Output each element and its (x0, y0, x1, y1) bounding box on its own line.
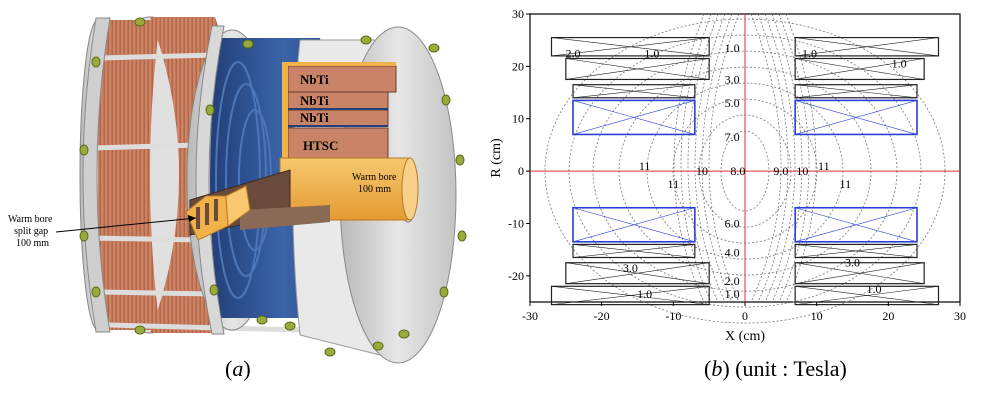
coil-cross (795, 244, 918, 258)
caption-b-letter: b (711, 356, 723, 381)
caption-b: (b) (unit : Tesla) (704, 356, 847, 381)
coil-rect (794, 243, 918, 259)
contour-label: 7.0 (725, 130, 740, 144)
contour-label: 3.0 (623, 261, 638, 275)
layer-label-nbti-1: NbTi (300, 72, 329, 87)
coil-rect (794, 36, 940, 57)
layer-label-nbti-2: NbTi (300, 93, 329, 108)
contour-label: 5.0 (725, 96, 740, 110)
layer-label-nbti-3: NbTi (300, 110, 329, 125)
contour-label: 11 (668, 177, 680, 191)
x-tick-label: -30 (522, 309, 538, 323)
left-flange (82, 17, 111, 333)
coil-rect (794, 285, 940, 306)
coil-layers-cutaway: NbTi NbTi NbTi HTSC (282, 62, 397, 159)
contour-label: 11 (639, 159, 651, 173)
caption-b-unit: (unit : Tesla) (729, 356, 847, 381)
coil-rect (572, 84, 696, 99)
contour-label: 1.0 (725, 287, 740, 301)
y-tick-label: 0 (518, 164, 524, 178)
coil-rect (550, 285, 710, 306)
caption-a: (a) (225, 356, 251, 381)
split-gap-label-line3: 100 mm (16, 238, 49, 249)
x-tick-label: 0 (742, 309, 748, 323)
coil-cross (565, 262, 710, 284)
coil-cross (551, 285, 710, 305)
contour-label: 1.0 (637, 287, 652, 301)
x-tick-label: -10 (665, 309, 681, 323)
x-tick-label: 20 (882, 309, 894, 323)
x-tick-label: -20 (594, 309, 610, 323)
x-tick-label: 10 (811, 309, 823, 323)
coil-cross (565, 58, 710, 80)
contour-label: 1.0 (644, 46, 659, 60)
coil-rect (572, 99, 696, 136)
y-tick-label: 30 (512, 7, 524, 21)
coil-cross (572, 84, 695, 99)
coil-cross (551, 37, 710, 57)
contour-labels: 2.0 1.0 1.0 1.01.03.05.07.011 10 8.0 9.0 10 1111… (566, 41, 907, 301)
contour-label: 8.0 (730, 164, 745, 178)
warm-bore-label-line1: Warm bore (352, 172, 397, 183)
coil-rect (794, 262, 925, 285)
y-tick-label: -10 (508, 216, 524, 230)
contour-label: 3.0 (725, 72, 740, 86)
x-tick-label: 30 (954, 309, 966, 323)
coil-cross (795, 58, 925, 80)
contour-label: 1.0 (802, 46, 817, 60)
coil-rect (565, 57, 710, 81)
coil-cross (572, 100, 695, 135)
contour-label: 10 (696, 164, 708, 178)
contour-label: 9.0 (773, 164, 788, 178)
bolts (79, 17, 467, 357)
y-tick-label: 20 (512, 59, 524, 73)
split-gap-arrow (55, 217, 197, 233)
coil-cross (795, 84, 918, 99)
coil-rectangles (550, 36, 940, 306)
coil-cross (795, 285, 939, 305)
center-axes (530, 14, 960, 302)
coil-cross (795, 207, 918, 243)
coil-rect (794, 206, 918, 243)
caption-a-letter: a (232, 356, 244, 381)
coil-rect (794, 57, 925, 81)
contour-label: 1.0 (867, 282, 882, 296)
y-tick-label: -20 (508, 269, 524, 283)
contour-label: 4.0 (725, 245, 740, 259)
contour-label: 6.0 (725, 216, 740, 230)
coil-cross (795, 100, 918, 135)
contour-label: 2.0 (566, 46, 581, 60)
axis-ticks: -30 -20 -10 0 10 20 30 30 20 10 0 -10 -20 (508, 7, 966, 323)
coil-cross (572, 207, 695, 243)
warm-bore-tube (185, 157, 419, 241)
magnet-cutaway-figure: NbTi NbTi NbTi HTSC Warm bore 100 mm War… (8, 16, 467, 364)
warm-bore-label-line2: 100 mm (358, 184, 391, 195)
x-axis-label: X (cm) (725, 329, 765, 344)
coil-rect (572, 243, 696, 259)
coil-rect (794, 99, 918, 136)
split-gap-arrowhead (188, 215, 196, 222)
coil-cross (795, 262, 925, 284)
contour-label: 1.0 (725, 41, 740, 55)
contour-label: 1.0 (892, 57, 907, 71)
contour-label: 3.0 (845, 256, 860, 270)
field-contour-chart: 2.0 1.0 1.0 1.01.03.05.07.011 10 8.0 9.0 10 1111… (489, 7, 966, 344)
layer-label-htsc: HTSC (303, 138, 338, 153)
contour-label: 10 (796, 164, 808, 178)
coil-rect (550, 36, 710, 57)
coil-rect (565, 262, 710, 285)
y-axis-label: R (cm) (489, 138, 504, 178)
coil-rect (572, 206, 696, 243)
y-tick-label: 10 (512, 112, 524, 126)
split-gap-label-line1: Warm bore (8, 214, 53, 225)
contour-label: 11 (818, 159, 830, 173)
contour-label: 2.0 (725, 274, 740, 288)
coil-cross (572, 244, 695, 258)
coil-cross (795, 37, 939, 57)
contour-label: 11 (840, 177, 852, 191)
coil-rect (794, 84, 918, 99)
split-gap-label-line2: split gap (14, 226, 48, 237)
